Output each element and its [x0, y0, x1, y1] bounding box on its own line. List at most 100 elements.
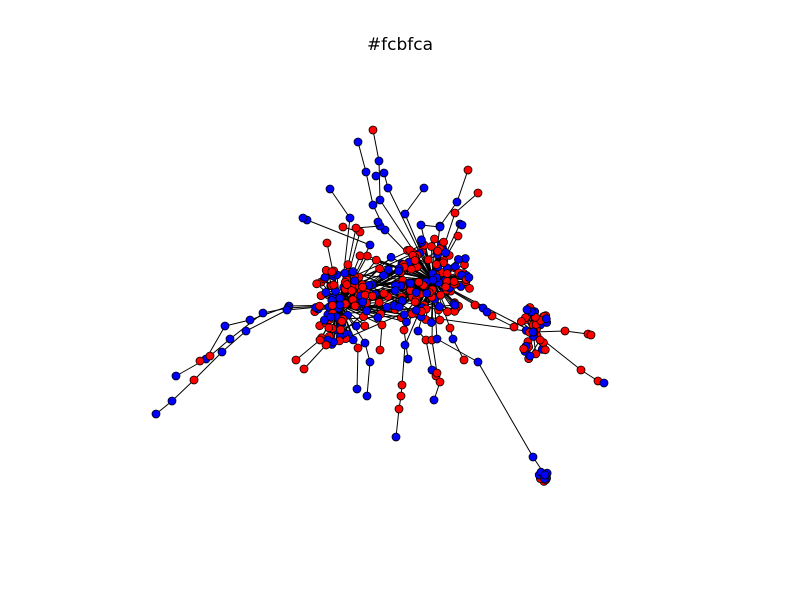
- graph-node-red: [337, 316, 347, 326]
- graph-title: #fcbfca: [366, 35, 434, 55]
- graph-node-blue: [416, 235, 426, 245]
- graph-node-blue: [379, 270, 388, 280]
- graph-node-red: [540, 345, 550, 355]
- graph-node-red: [312, 279, 322, 289]
- graph-node-blue: [220, 321, 230, 331]
- graph-node-red: [463, 165, 473, 175]
- graph-node-red: [560, 326, 570, 336]
- graph-node-blue: [325, 184, 335, 194]
- graph-node-red: [396, 391, 406, 401]
- graph-node-blue: [540, 470, 550, 480]
- graph-node-blue: [411, 288, 421, 297]
- graph-node-red: [315, 335, 325, 345]
- graph-node-red: [473, 188, 483, 198]
- graph-node-red: [441, 282, 451, 292]
- graph-node-blue: [391, 432, 401, 442]
- graph-edge: [425, 339, 433, 371]
- graph-node-blue: [321, 287, 331, 297]
- graph-node-red: [205, 351, 215, 361]
- graph-node-red: [351, 223, 361, 233]
- graph-node-red: [435, 315, 445, 325]
- graph-node-blue: [419, 183, 429, 193]
- graph-node-blue: [394, 302, 404, 312]
- graph-edge: [379, 199, 434, 281]
- graph-node-blue: [435, 222, 445, 232]
- graph-node-blue: [426, 318, 436, 327]
- graph-node-blue: [375, 195, 385, 205]
- graph-node-red: [397, 380, 407, 390]
- graph-node-blue: [374, 156, 384, 166]
- graph-node-red: [433, 246, 443, 256]
- graph-node-blue: [413, 326, 423, 336]
- graph-edge: [303, 344, 327, 370]
- graph-node-blue: [432, 334, 442, 344]
- graph-node-red: [291, 355, 301, 365]
- graph-node-blue: [353, 137, 363, 147]
- graph-node-blue: [441, 248, 451, 258]
- graph-node-red: [347, 286, 357, 296]
- graph-edge: [229, 312, 264, 340]
- graph-node-red: [377, 320, 387, 330]
- graph-edge: [456, 169, 469, 203]
- graph-node-blue: [171, 371, 181, 381]
- graph-node-red: [328, 300, 337, 310]
- graph-node-blue: [473, 357, 483, 367]
- graph-node-blue: [151, 409, 161, 419]
- graph-node-blue: [340, 268, 350, 278]
- graph-node-red: [350, 301, 360, 311]
- graph-node-blue: [225, 334, 235, 344]
- graph-node-red: [394, 404, 404, 414]
- graph-node-red: [450, 208, 460, 218]
- graph-node-blue: [258, 308, 268, 318]
- graph-node-red: [442, 269, 452, 279]
- graph-node-red: [517, 317, 526, 326]
- graph-edge: [404, 187, 425, 215]
- graph-node-red: [338, 222, 348, 232]
- graph-node-blue: [450, 300, 460, 310]
- graph-edge: [306, 219, 371, 246]
- graph-node-blue: [335, 300, 345, 310]
- graph-node-red: [519, 344, 529, 354]
- graph-node-red: [399, 325, 409, 335]
- graph-node-red: [360, 321, 370, 331]
- graph-edge: [171, 379, 195, 402]
- graph-node-blue: [298, 213, 308, 223]
- graph-edge: [372, 129, 380, 162]
- graph-node-blue: [528, 327, 538, 337]
- graph-edge: [401, 344, 406, 386]
- graph-node-blue: [541, 314, 551, 324]
- graph-node-blue: [522, 305, 532, 315]
- graph-node-blue: [422, 288, 432, 298]
- graph-edge: [439, 201, 458, 227]
- graph-node-red: [410, 255, 420, 265]
- graph-edge: [404, 213, 434, 281]
- graph-node-red: [368, 125, 378, 135]
- graph-node-blue: [361, 167, 371, 177]
- graph-node-blue: [282, 305, 292, 315]
- graph-node-blue: [167, 396, 177, 406]
- node-layer: [151, 125, 609, 486]
- graph-node-blue: [428, 275, 438, 285]
- graph-node-red: [576, 365, 586, 375]
- graph-node-blue: [482, 307, 492, 317]
- graph-edge: [193, 351, 223, 381]
- graph-node-blue: [217, 347, 227, 357]
- graph-node-blue: [452, 197, 462, 207]
- graph-node-red: [353, 343, 363, 353]
- graph-edge: [339, 304, 407, 323]
- graph-node-red: [426, 242, 436, 251]
- graph-edge: [477, 361, 534, 458]
- graph-node-red: [375, 264, 385, 274]
- graph-node-blue: [400, 340, 410, 350]
- graph-node-red: [329, 280, 339, 290]
- graph-node-blue: [453, 254, 463, 264]
- graph-node-red: [435, 377, 445, 387]
- graph-node-red: [439, 237, 449, 247]
- graph-node-blue: [360, 338, 370, 348]
- graph-node-blue: [365, 240, 375, 250]
- graph-node-blue: [400, 209, 410, 219]
- graph-node-blue: [383, 265, 393, 275]
- graph-edge: [395, 408, 400, 438]
- graph-node-blue: [599, 378, 609, 388]
